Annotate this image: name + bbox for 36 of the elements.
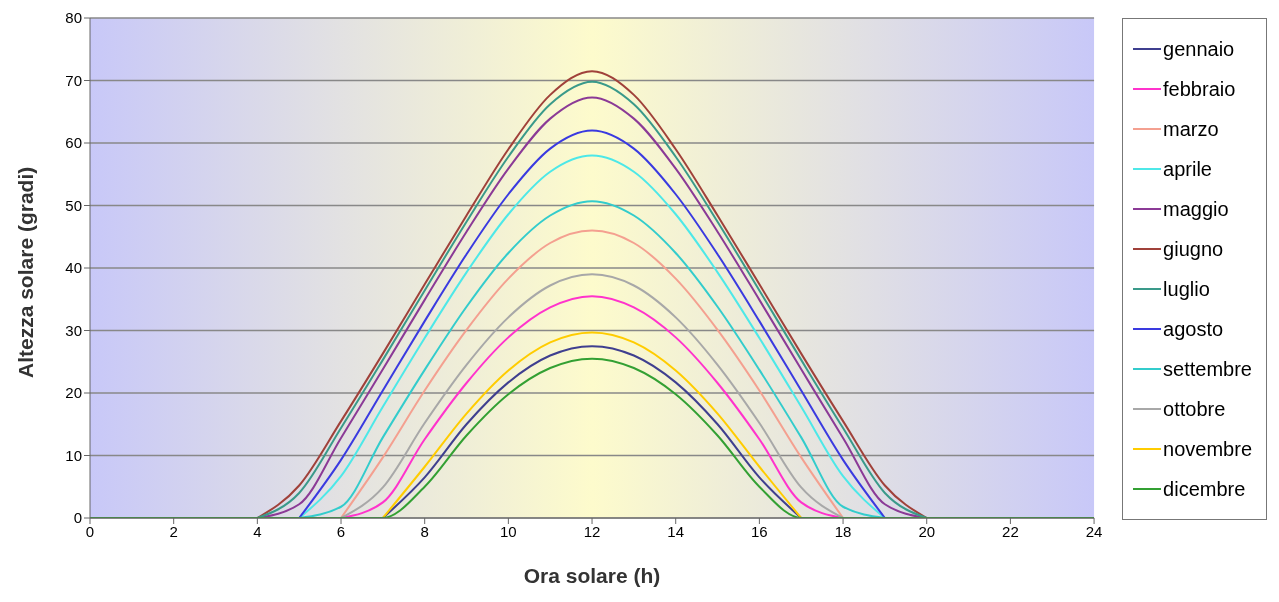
legend-label: dicembre xyxy=(1163,477,1246,501)
x-tick-label: 6 xyxy=(336,522,346,540)
legend-label: giugno xyxy=(1163,237,1224,261)
legend-label: settembre xyxy=(1163,357,1252,381)
y-tick-label: 40 xyxy=(65,259,82,277)
y-tick-label: 10 xyxy=(65,446,82,464)
x-tick-label: 0 xyxy=(85,522,95,540)
legend-label: marzo xyxy=(1163,117,1219,141)
x-tick-label: 2 xyxy=(169,522,178,540)
legend-label: ottobre xyxy=(1163,397,1226,421)
x-tick-label: 8 xyxy=(420,522,429,540)
legend-label: luglio xyxy=(1163,277,1210,301)
x-tick-label: 4 xyxy=(253,522,262,540)
y-tick-label: 60 xyxy=(65,134,82,152)
legend-label: aprile xyxy=(1163,157,1212,181)
legend-label: febbraio xyxy=(1163,77,1236,101)
x-tick-label: 22 xyxy=(1002,522,1019,540)
y-tick-label: 30 xyxy=(65,321,82,339)
x-tick-label: 14 xyxy=(667,522,685,540)
legend-label: maggio xyxy=(1163,197,1229,221)
x-tick-label: 24 xyxy=(1085,522,1103,540)
x-tick-label: 18 xyxy=(834,522,852,540)
legend-label: gennaio xyxy=(1163,37,1235,61)
y-tick-label: 50 xyxy=(65,196,82,214)
y-tick-label: 80 xyxy=(65,9,82,27)
y-axis-title: Altezza solare (gradi) xyxy=(14,166,38,378)
legend-label: novembre xyxy=(1163,437,1252,461)
x-tick-label: 16 xyxy=(751,522,768,540)
x-tick-label: 12 xyxy=(583,522,601,540)
y-tick-label: 70 xyxy=(65,71,82,89)
x-tick-label: 10 xyxy=(500,522,517,540)
x-axis-title: Ora solare (h) xyxy=(523,564,661,587)
legend-label: agosto xyxy=(1163,317,1224,341)
y-tick-label: 0 xyxy=(73,509,82,527)
y-tick-label: 20 xyxy=(65,384,82,402)
x-tick-label: 20 xyxy=(918,522,936,540)
